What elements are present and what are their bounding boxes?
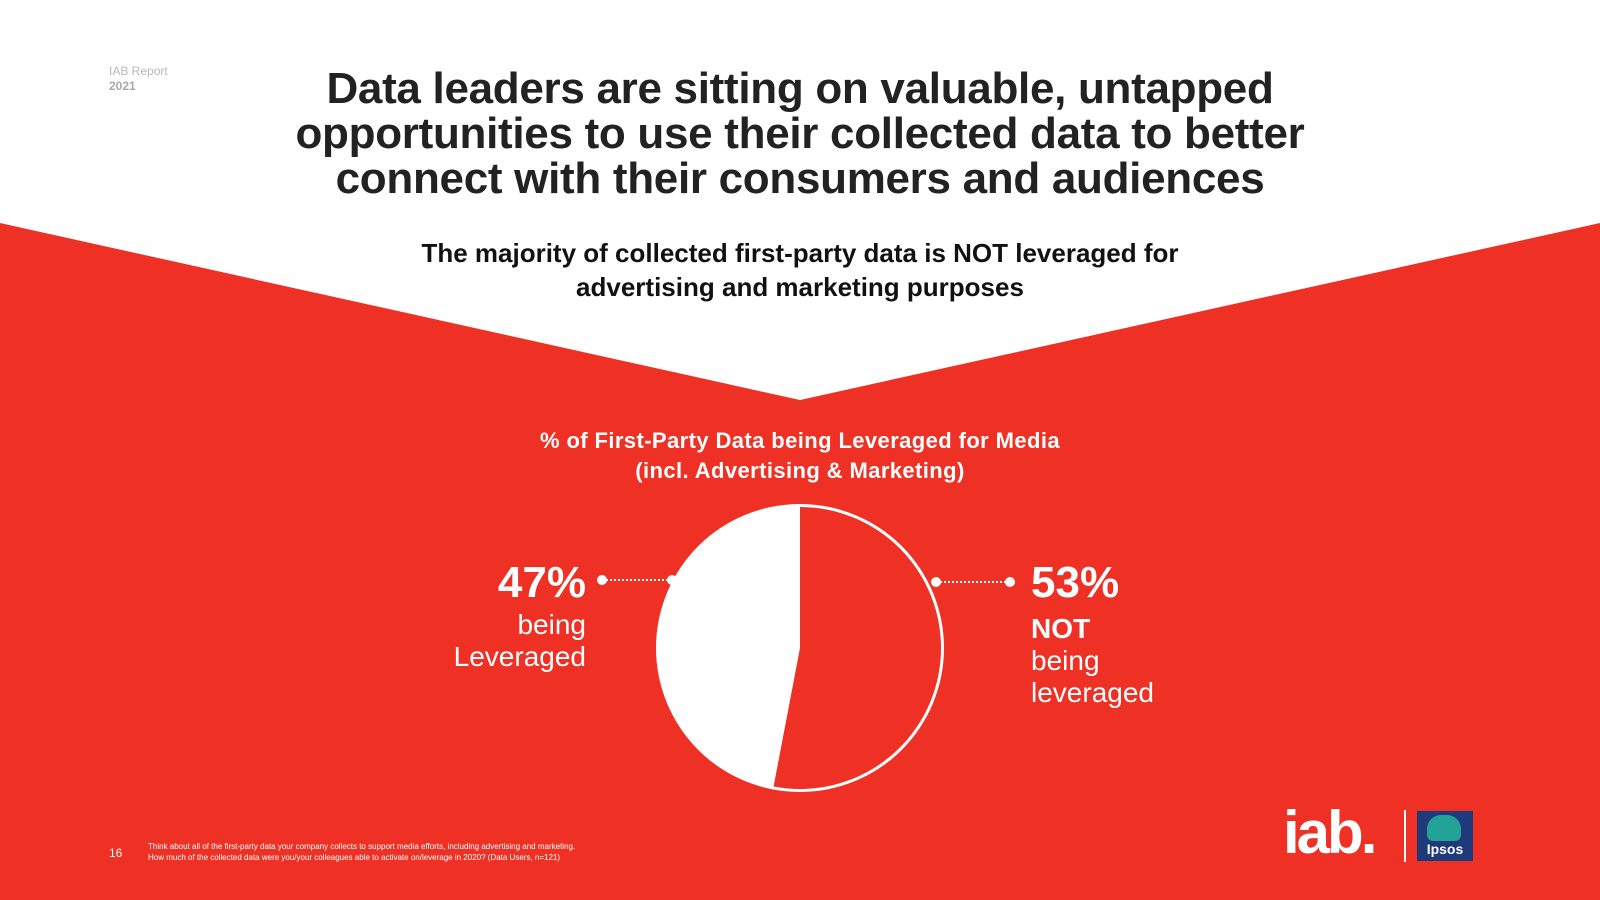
leveraged-percent-label: 47% <box>497 558 586 607</box>
leader-not-leveraged-dot-2 <box>1005 577 1015 587</box>
leader-not-leveraged-dot-1 <box>931 577 941 587</box>
leveraged-desc-line2: Leveraged <box>453 641 586 672</box>
ipsos-logo-text: Ipsos <box>1426 841 1464 857</box>
label-not-leveraged: 53% NOT being leveraged <box>1031 557 1291 709</box>
chart-title: % of First-Party Data being Leveraged fo… <box>380 426 1220 486</box>
not-leveraged-percent-label: 53% <box>1031 558 1120 607</box>
footnote-line2: How much of the collected data were you/… <box>148 853 561 862</box>
pie-slice-not-leveraged <box>773 507 942 789</box>
leader-leveraged-dot-1 <box>597 575 607 585</box>
not-leveraged-desc-line2: leveraged <box>1031 677 1154 708</box>
footnote-line1: Think about all of the first-party data … <box>148 842 576 851</box>
ipsos-logo: Ipsos <box>1417 811 1473 861</box>
report-year: 2021 <box>109 79 136 93</box>
label-leveraged: 47% being Leveraged <box>360 557 586 673</box>
subtitle: The majority of collected first-party da… <box>421 238 1179 302</box>
page-title: Data leaders are sitting on valuable, un… <box>295 64 1305 203</box>
ipsos-mark-icon <box>1427 815 1461 841</box>
chart-title-line1: % of First-Party Data being Leveraged fo… <box>539 428 1061 453</box>
report-name: IAB Report <box>109 64 168 78</box>
leveraged-desc-line1: being <box>517 609 586 640</box>
leader-leveraged-dot-2 <box>667 575 677 585</box>
report-label: IAB Report 2021 <box>109 64 168 94</box>
not-leveraged-desc-line1: being <box>1031 645 1100 676</box>
not-leveraged-bold-line: NOT <box>1031 613 1091 644</box>
chart-title-line2: (incl. Advertising & Marketing) <box>635 458 965 483</box>
logo-divider <box>1404 810 1406 862</box>
footnote: Think about all of the first-party data … <box>148 841 848 863</box>
iab-logo: iab. <box>1283 799 1377 866</box>
page-number: 16 <box>109 846 123 860</box>
